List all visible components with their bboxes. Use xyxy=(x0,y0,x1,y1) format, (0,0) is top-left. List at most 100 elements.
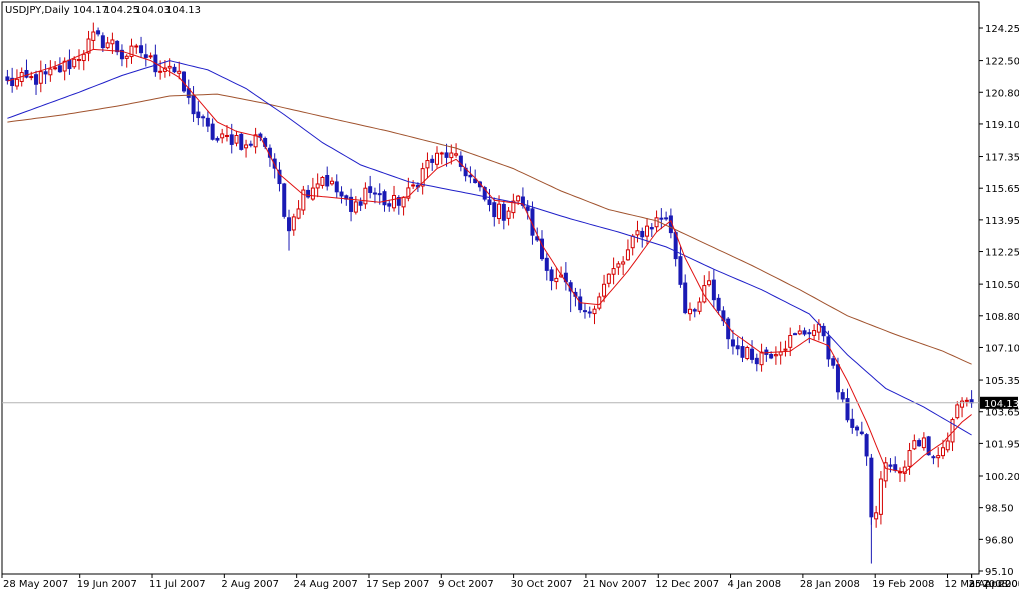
chart-header-close: 104.13 xyxy=(166,5,201,16)
candle xyxy=(702,275,707,304)
candle xyxy=(248,140,253,148)
candle xyxy=(191,86,196,122)
candle xyxy=(201,114,206,127)
candle xyxy=(129,38,134,64)
candle xyxy=(606,273,611,288)
candle xyxy=(807,328,812,344)
candle xyxy=(48,60,53,82)
candle xyxy=(840,388,845,403)
x-tick-label: 21 Nov 2007 xyxy=(583,579,647,590)
candle xyxy=(855,425,860,437)
candle xyxy=(220,128,225,144)
plot-frame xyxy=(1,1,980,575)
candle xyxy=(544,253,549,281)
x-tick-label: 28 May 2007 xyxy=(3,579,68,590)
candle xyxy=(334,174,339,198)
candle xyxy=(874,505,879,528)
candle xyxy=(745,345,750,361)
x-tick-label: 24 Aug 2007 xyxy=(294,579,358,590)
candle xyxy=(506,206,511,226)
candle xyxy=(707,271,712,287)
candle xyxy=(91,22,96,50)
candle xyxy=(296,200,301,220)
candle xyxy=(148,52,153,60)
x-tick-label: 9 Oct 2007 xyxy=(438,579,493,590)
x-tick-label: 4 Jan 2008 xyxy=(728,579,782,590)
candle xyxy=(86,30,91,62)
candle xyxy=(234,130,239,147)
chart-header-open: 104.17 xyxy=(73,5,108,16)
sma-mid-line xyxy=(7,60,972,436)
candle xyxy=(277,162,282,192)
candle xyxy=(597,292,602,311)
candle xyxy=(802,327,807,337)
y-tick-label: 100.20 xyxy=(985,472,1019,483)
candle xyxy=(525,200,530,220)
candle xyxy=(945,432,950,453)
candle xyxy=(301,185,306,215)
candle xyxy=(439,151,444,165)
candle xyxy=(411,180,416,189)
candle xyxy=(511,193,516,219)
candle xyxy=(382,189,387,212)
candle xyxy=(205,110,210,133)
plot-border xyxy=(1,1,980,575)
candle xyxy=(124,54,129,68)
candle xyxy=(291,213,296,236)
candle xyxy=(310,177,315,201)
candle xyxy=(14,69,19,90)
candle xyxy=(883,457,888,488)
x-tick-label: 19 Feb 2008 xyxy=(872,579,934,590)
candle xyxy=(420,162,425,195)
x-tick-label: 11 Jul 2007 xyxy=(149,579,206,590)
candle xyxy=(549,266,554,291)
candle xyxy=(76,49,81,70)
y-tick-label: 107.10 xyxy=(985,343,1019,354)
candle xyxy=(282,182,287,219)
candle xyxy=(592,305,597,325)
x-tick-label: 30 Oct 2007 xyxy=(511,579,573,590)
candle xyxy=(845,388,850,423)
candle xyxy=(778,341,783,365)
candle xyxy=(492,197,497,227)
y-tick-label: 119.10 xyxy=(985,120,1019,131)
y-tick-label: 120.80 xyxy=(985,88,1019,99)
candle xyxy=(797,325,802,336)
current-price-line: 104.13 xyxy=(2,396,1019,410)
x-tick-label: 12 Mar 2008 xyxy=(945,579,1008,590)
y-tick-label: 108.80 xyxy=(985,312,1019,323)
y-tick-label: 95.10 xyxy=(985,567,1014,578)
y-tick-label: 110.50 xyxy=(985,280,1019,291)
candle xyxy=(5,69,10,85)
candle xyxy=(687,302,692,321)
candle xyxy=(960,397,965,418)
candle xyxy=(43,64,48,84)
candle xyxy=(611,257,616,285)
candle xyxy=(869,453,874,525)
candle xyxy=(72,56,77,69)
candle xyxy=(344,194,349,206)
candle xyxy=(898,467,903,482)
candle xyxy=(473,169,478,184)
candle xyxy=(917,438,922,447)
y-tick-label: 98.50 xyxy=(985,504,1014,515)
candle xyxy=(62,57,67,81)
candle xyxy=(640,227,645,248)
candle xyxy=(143,43,148,67)
candle xyxy=(616,261,621,275)
candle xyxy=(936,447,941,468)
candle xyxy=(721,306,726,326)
candle xyxy=(38,60,43,93)
y-tick-label: 105.35 xyxy=(985,376,1019,387)
candle xyxy=(186,79,191,105)
y-tick-label: 122.50 xyxy=(985,57,1019,68)
candle xyxy=(754,353,759,372)
candle xyxy=(119,44,124,67)
current-price-label-bg xyxy=(980,396,1018,409)
y-axis: 124.25 122.50 120.80 119.10 117.35 115.65 113.… xyxy=(979,24,1019,578)
y-tick-label: 124.25 xyxy=(985,24,1019,35)
y-tick-label: 101.95 xyxy=(985,439,1019,450)
candle xyxy=(454,143,459,158)
